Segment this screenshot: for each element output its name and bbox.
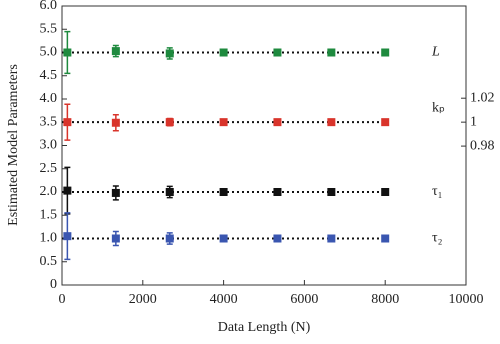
series-label: L xyxy=(431,45,440,60)
y2-tick-label: 1 xyxy=(470,114,477,129)
y-tick-label: 4.0 xyxy=(40,91,58,106)
y-tick-label: 0.5 xyxy=(40,254,58,269)
series-label: τ₂ xyxy=(432,231,443,246)
data-point xyxy=(381,188,390,196)
x-tick-label: 4000 xyxy=(210,292,238,307)
y-tick-label: 5.5 xyxy=(40,21,58,36)
data-point xyxy=(63,186,72,195)
x-tick-label: 2000 xyxy=(129,292,157,307)
data-point xyxy=(165,49,174,58)
y-tick-label: 0 xyxy=(50,277,57,292)
data-point xyxy=(219,188,228,196)
y-tick-label: 2.5 xyxy=(40,161,58,176)
y-tick-label: 6.0 xyxy=(40,0,58,13)
data-point xyxy=(111,188,120,197)
data-point xyxy=(327,118,336,127)
y-axis-label: Estimated Model Parameters xyxy=(6,64,21,226)
data-point xyxy=(327,234,336,243)
series-label: kₚ xyxy=(432,100,445,115)
data-point xyxy=(219,48,228,57)
data-point xyxy=(165,188,174,196)
y-tick-label: 2.0 xyxy=(40,184,58,199)
y-tick-label: 4.5 xyxy=(40,68,58,83)
y2-tick-label: 1.02 xyxy=(470,90,495,105)
data-point xyxy=(381,48,390,57)
data-point xyxy=(63,118,72,127)
data-point xyxy=(111,234,120,243)
data-point xyxy=(381,234,390,243)
y-tick-label: 3.0 xyxy=(40,138,58,153)
data-point xyxy=(327,48,336,57)
y-tick-label: 1.5 xyxy=(40,207,58,222)
data-point xyxy=(165,234,174,243)
data-point xyxy=(111,47,120,56)
series-label: τ₁ xyxy=(432,184,443,199)
data-point xyxy=(273,188,282,196)
y-tick-label: 1.0 xyxy=(40,231,58,246)
data-point xyxy=(273,48,282,57)
y2-tick-label: 0.98 xyxy=(470,138,495,153)
y-tick-label: 3.5 xyxy=(40,114,58,129)
x-tick-label: 10000 xyxy=(449,292,484,307)
x-tick-label: 8000 xyxy=(371,292,399,307)
data-point xyxy=(381,118,390,127)
y-tick-label: 5.0 xyxy=(40,45,58,60)
x-tick-label: 0 xyxy=(59,292,66,307)
data-point xyxy=(273,234,282,243)
data-point xyxy=(219,234,228,243)
data-point xyxy=(111,118,120,127)
data-point xyxy=(63,232,72,241)
plot-frame xyxy=(61,5,467,286)
data-point xyxy=(327,188,336,196)
data-point xyxy=(219,118,228,127)
x-axis-label: Data Length (N) xyxy=(218,320,311,335)
data-point xyxy=(165,118,174,127)
data-point xyxy=(273,118,282,127)
x-tick-label: 6000 xyxy=(290,292,318,307)
data-point xyxy=(63,48,72,57)
